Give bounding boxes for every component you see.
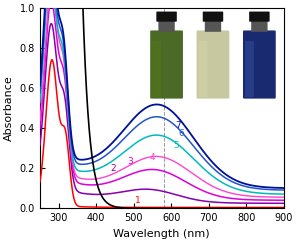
Text: 1: 1 [135, 196, 140, 205]
Text: 3: 3 [127, 157, 133, 166]
Y-axis label: Absorbance: Absorbance [4, 75, 14, 141]
X-axis label: Wavelength (nm): Wavelength (nm) [113, 229, 210, 239]
Text: 4: 4 [150, 153, 155, 162]
Text: 2: 2 [110, 164, 116, 173]
Text: 6: 6 [179, 129, 184, 138]
Text: 7: 7 [175, 121, 181, 130]
Text: 5: 5 [173, 141, 179, 150]
